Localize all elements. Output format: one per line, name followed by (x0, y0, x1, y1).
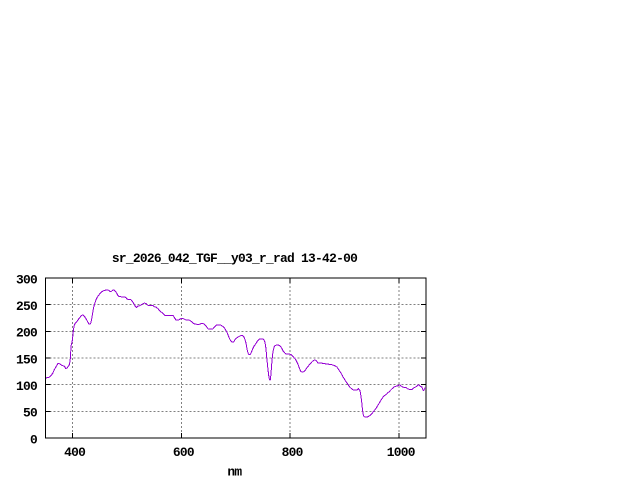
svg-text:sr_2026_042_TGF__y03_r_rad 13-: sr_2026_042_TGF__y03_r_rad 13-42-00 (112, 251, 357, 266)
svg-text:nm: nm (227, 465, 242, 480)
svg-text:100: 100 (16, 379, 37, 394)
svg-text:250: 250 (16, 299, 37, 314)
svg-text:300: 300 (16, 272, 37, 287)
svg-text:400: 400 (64, 445, 85, 460)
svg-text:200: 200 (16, 326, 37, 341)
svg-text:800: 800 (282, 445, 303, 460)
svg-text:150: 150 (16, 352, 37, 367)
svg-text:50: 50 (23, 406, 37, 421)
svg-text:600: 600 (173, 445, 194, 460)
svg-text:1000: 1000 (387, 445, 415, 460)
svg-text:0: 0 (30, 432, 37, 447)
